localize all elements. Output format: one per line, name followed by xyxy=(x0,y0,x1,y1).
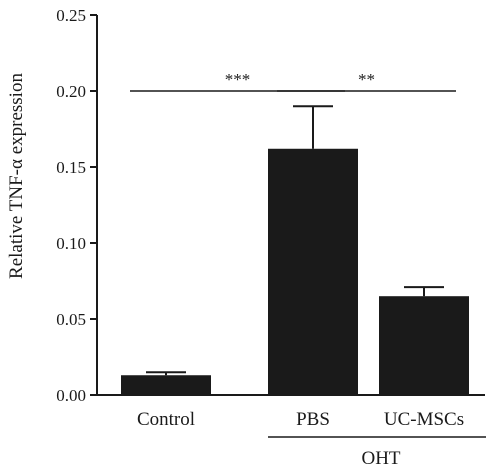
x-tick-labels: Control PBS UC-MSCs xyxy=(137,409,464,430)
significance-label: *** xyxy=(225,70,251,89)
error-bars xyxy=(146,105,444,376)
y-tick-label: 0.00 xyxy=(56,386,86,405)
bar-control xyxy=(121,375,211,395)
y-tick-label: 0.15 xyxy=(56,158,86,177)
significance-annotations: *** ** xyxy=(130,70,456,92)
y-tick-label: 0.25 xyxy=(56,6,86,25)
group-annotation: OHT xyxy=(268,436,486,469)
y-tick-label: 0.05 xyxy=(56,310,86,329)
group-label: OHT xyxy=(361,448,400,469)
bars xyxy=(121,148,469,395)
y-axis-title: Relative TNF-α expression xyxy=(6,73,27,279)
y-tick-label: 0.10 xyxy=(56,234,86,253)
x-tick-label: UC-MSCs xyxy=(384,409,464,430)
bar-uc-mscs xyxy=(379,296,469,395)
x-tick-label: PBS xyxy=(296,409,330,430)
bar-pbs xyxy=(268,148,358,395)
x-tick-label: Control xyxy=(137,409,195,430)
y-tick-label: 0.20 xyxy=(56,82,86,101)
significance-label: ** xyxy=(358,70,375,89)
